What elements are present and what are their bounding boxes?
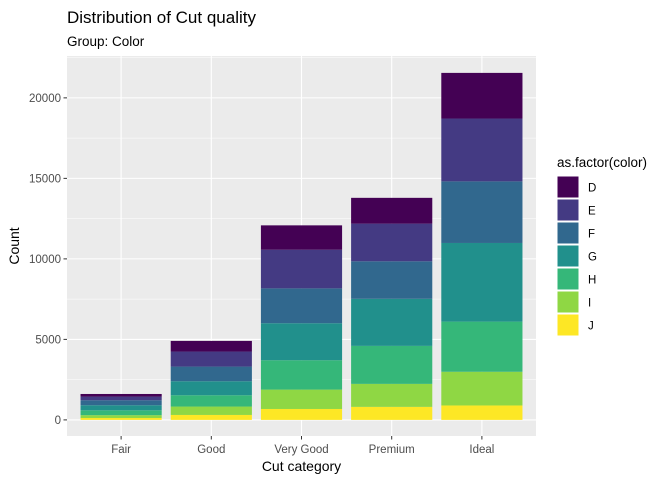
x-tick-label: Good xyxy=(197,444,225,456)
bar-segment xyxy=(80,415,162,418)
bar-segment xyxy=(260,323,343,361)
bar-segment xyxy=(80,400,162,406)
x-tick-label: Ideal xyxy=(469,444,494,456)
bar-segment xyxy=(441,321,523,372)
bar-segment xyxy=(351,223,433,262)
bar-segment xyxy=(351,197,433,224)
y-tick-label: 15000 xyxy=(29,173,61,185)
y-axis: 0 5000 10000 15000 20000 xyxy=(29,93,67,427)
bar-segment xyxy=(351,261,433,299)
x-tick-label: Premium xyxy=(369,444,415,456)
legend-key xyxy=(556,267,580,291)
legend-label: D xyxy=(588,183,596,195)
bar-segment xyxy=(170,366,252,382)
bar-segment xyxy=(170,381,252,396)
chart-title: Distribution of Cut quality xyxy=(67,8,256,27)
x-axis-title: Cut category xyxy=(262,458,341,474)
bar-segment xyxy=(170,406,252,415)
legend-label: E xyxy=(588,206,596,218)
legend-label: H xyxy=(588,275,596,287)
bar-segment xyxy=(441,181,523,243)
bar-segment xyxy=(260,389,343,409)
y-tick-label: 5000 xyxy=(35,334,61,346)
bar-segment xyxy=(351,383,433,407)
bar-segment xyxy=(260,249,343,289)
legend-label: G xyxy=(588,252,597,264)
x-tick-label: Fair xyxy=(111,444,131,456)
bar-segment xyxy=(170,414,252,420)
legend-key xyxy=(556,175,580,199)
legend-key xyxy=(556,244,580,268)
bar-segment xyxy=(80,417,162,420)
bar-segment xyxy=(80,393,162,397)
chart-subtitle: Group: Color xyxy=(67,34,145,49)
legend-label: J xyxy=(588,321,594,333)
legend-key xyxy=(556,198,580,222)
bar-segment xyxy=(441,405,523,420)
bar-segment xyxy=(351,406,433,420)
bar-segment xyxy=(260,408,343,420)
legend-key xyxy=(556,221,580,245)
legend-key xyxy=(556,313,580,337)
bar-segment xyxy=(441,371,523,406)
bar-segment xyxy=(441,72,523,119)
bar-segment xyxy=(80,396,162,401)
bar-segment xyxy=(80,410,162,416)
y-tick-label: 0 xyxy=(55,415,61,427)
bar-segment xyxy=(441,242,523,322)
legend-key xyxy=(556,290,580,314)
x-tick-label: Very Good xyxy=(274,444,328,456)
bar-segment xyxy=(80,405,162,411)
bars-layer xyxy=(80,72,523,420)
bar-segment xyxy=(351,298,433,346)
bar-segment xyxy=(170,351,252,367)
y-tick-label: 10000 xyxy=(29,254,61,266)
bar-segment xyxy=(260,360,343,390)
bar-segment xyxy=(170,395,252,407)
y-tick-label: 20000 xyxy=(29,93,61,105)
x-axis: Fair Good Very Good Premium Ideal xyxy=(111,436,494,456)
legend-label: F xyxy=(588,229,595,241)
bar-segment xyxy=(260,288,343,324)
bar-segment xyxy=(260,225,343,250)
y-axis-title: Count xyxy=(6,227,22,264)
legend-title: as.factor(color) xyxy=(557,155,647,170)
bar-segment xyxy=(351,345,433,384)
legend-label: I xyxy=(588,298,591,310)
bar-segment xyxy=(170,340,252,352)
bar-segment xyxy=(441,118,523,182)
